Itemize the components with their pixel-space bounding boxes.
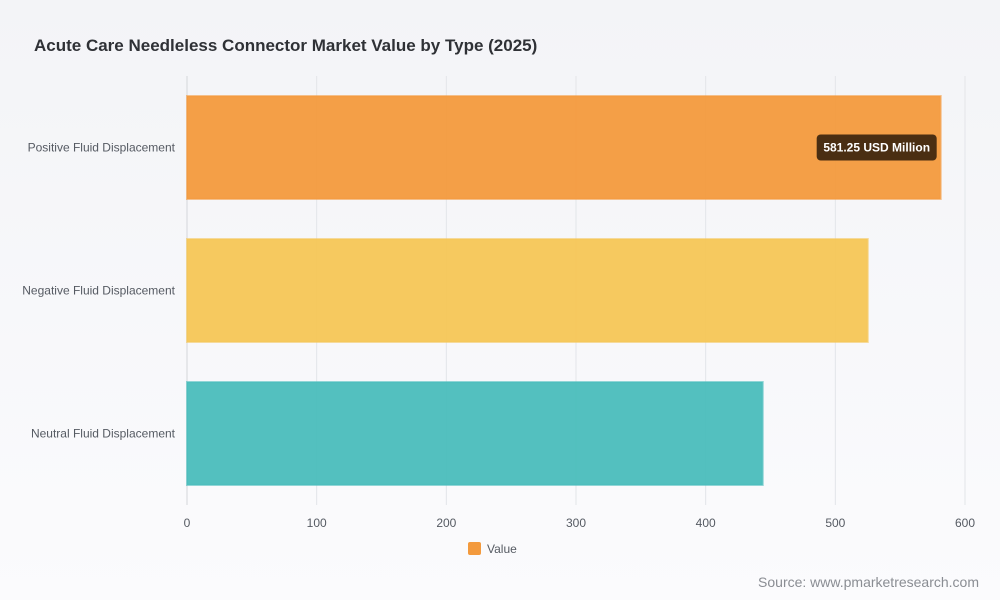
category-label-2: Neutral Fluid Displacement bbox=[31, 427, 176, 441]
legend-label-0[interactable]: Value bbox=[487, 542, 517, 556]
tick-label-600: 600 bbox=[955, 516, 975, 530]
tick-label-300: 300 bbox=[566, 516, 586, 530]
category-label-1: Negative Fluid Displacement bbox=[22, 284, 175, 298]
data-label-box-0 bbox=[816, 134, 937, 161]
legend-swatch-0[interactable] bbox=[468, 542, 481, 555]
source-note: Source: www.pmarketresearch.com bbox=[758, 574, 979, 590]
tick-label-400: 400 bbox=[696, 516, 716, 530]
tick-label-100: 100 bbox=[307, 516, 327, 530]
tick-label-0: 0 bbox=[184, 516, 191, 530]
bars bbox=[186, 95, 942, 486]
tick-label-200: 200 bbox=[436, 516, 456, 530]
bar-2[interactable] bbox=[186, 381, 764, 486]
chart-title: Acute Care Needleless Connector Market V… bbox=[34, 36, 538, 55]
bar-0[interactable] bbox=[186, 95, 942, 200]
data-labels: 581.25 USD Million bbox=[816, 134, 937, 161]
x-axis-ticks: 0 100 200 300 400 500 600 bbox=[184, 516, 976, 530]
category-label-0: Positive Fluid Displacement bbox=[28, 141, 176, 155]
bar-1[interactable] bbox=[186, 238, 869, 343]
tick-label-500: 500 bbox=[825, 516, 845, 530]
data-label-0: 581.25 USD Million bbox=[823, 141, 930, 155]
category-labels: Positive Fluid Displacement Negative Flui… bbox=[22, 141, 175, 441]
legend: Value bbox=[468, 542, 517, 556]
